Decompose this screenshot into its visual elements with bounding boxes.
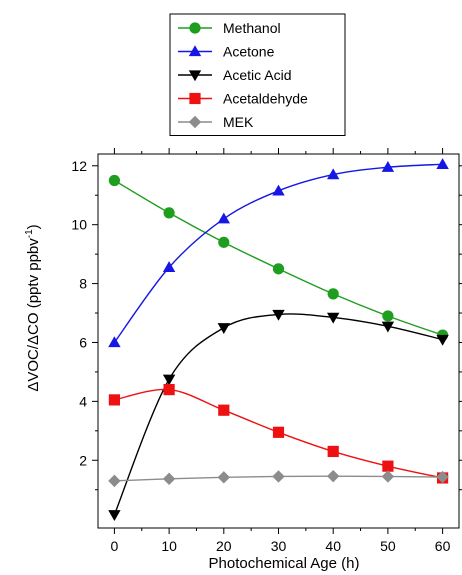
data-point	[162, 374, 176, 386]
data-point	[272, 263, 285, 275]
data-point	[272, 426, 285, 438]
y-tick-label: 6	[79, 334, 87, 350]
data-point	[326, 469, 340, 483]
x-tick-label: 50	[380, 538, 396, 554]
y-tick-label: 8	[79, 276, 87, 292]
data-point	[108, 474, 121, 488]
legend-item: Acetaldehyde	[178, 91, 308, 107]
legend-label: Methanol	[223, 20, 281, 36]
data-point	[272, 309, 285, 321]
x-tick-label: 20	[216, 538, 232, 554]
data-point	[327, 445, 339, 458]
legend-marker	[189, 92, 201, 105]
data-point	[108, 174, 121, 187]
series-acetic-acid	[108, 309, 449, 521]
x-tick-label: 0	[111, 538, 119, 554]
data-point	[218, 236, 230, 248]
legend-marker	[188, 70, 202, 82]
legend-item: Acetic Acid	[178, 67, 291, 83]
data-point	[327, 288, 339, 300]
data-point	[382, 310, 394, 322]
data-point	[217, 323, 231, 334]
y-tick-label: 12	[71, 158, 87, 174]
y-axis: 2 4 6 8 10 12	[71, 158, 462, 491]
data-point	[108, 394, 121, 406]
data-point	[436, 334, 449, 346]
data-point	[162, 472, 176, 486]
data-point	[108, 336, 121, 348]
data-point	[326, 168, 340, 180]
y-axis-label: ΔVOC/ΔCO (pptv ppbv-1)	[24, 224, 42, 391]
x-axis: 0 10 20 30 40 50 60	[111, 148, 451, 554]
series-mek	[108, 469, 449, 488]
data-point	[217, 212, 231, 224]
series-line	[113, 313, 443, 516]
series-acetone	[108, 158, 449, 348]
data-point	[272, 470, 285, 483]
y-tick-label: 10	[71, 217, 87, 233]
legend-label: Acetone	[223, 44, 275, 60]
data-point	[381, 161, 395, 172]
data-point	[381, 321, 395, 333]
y-axis-label-exponent: -1	[24, 229, 35, 238]
x-tick-label: 30	[271, 538, 287, 554]
y-axis-label-main: ΔVOC/ΔCO (pptv ppbv	[25, 238, 42, 392]
y-tick-label: 4	[79, 393, 87, 409]
x-axis-label: Photochemical Age (h)	[209, 555, 360, 572]
x-tick-label: 60	[435, 538, 451, 554]
data-point	[436, 470, 449, 484]
legend-marker	[188, 115, 202, 129]
legend-label: MEK	[223, 114, 254, 130]
data-point	[381, 470, 395, 483]
data-point	[326, 312, 340, 324]
data-point	[108, 510, 121, 521]
data-point	[382, 460, 394, 472]
data-point	[218, 404, 230, 416]
legend-label: Acetic Acid	[223, 67, 291, 83]
legend-item: Methanol	[178, 20, 281, 36]
data-point	[162, 261, 176, 273]
x-tick-label: 10	[161, 538, 177, 554]
legend-item: Acetone	[178, 44, 275, 60]
legend-marker	[189, 22, 201, 34]
legend-item: MEK	[178, 114, 254, 130]
legend: Methanol Acetone Acetic Acid Acetaldehyde ME…	[169, 13, 346, 136]
data-point	[163, 383, 175, 396]
data-point	[436, 158, 449, 169]
data-point	[272, 184, 285, 196]
data-point	[163, 207, 175, 219]
y-axis-label-close: )	[25, 224, 42, 229]
data-point	[217, 471, 231, 484]
legend-marker	[188, 45, 202, 57]
y-tick-label: 2	[79, 452, 87, 468]
plot-area	[97, 153, 460, 529]
x-tick-label: 40	[325, 538, 341, 554]
legend-label: Acetaldehyde	[223, 91, 308, 107]
